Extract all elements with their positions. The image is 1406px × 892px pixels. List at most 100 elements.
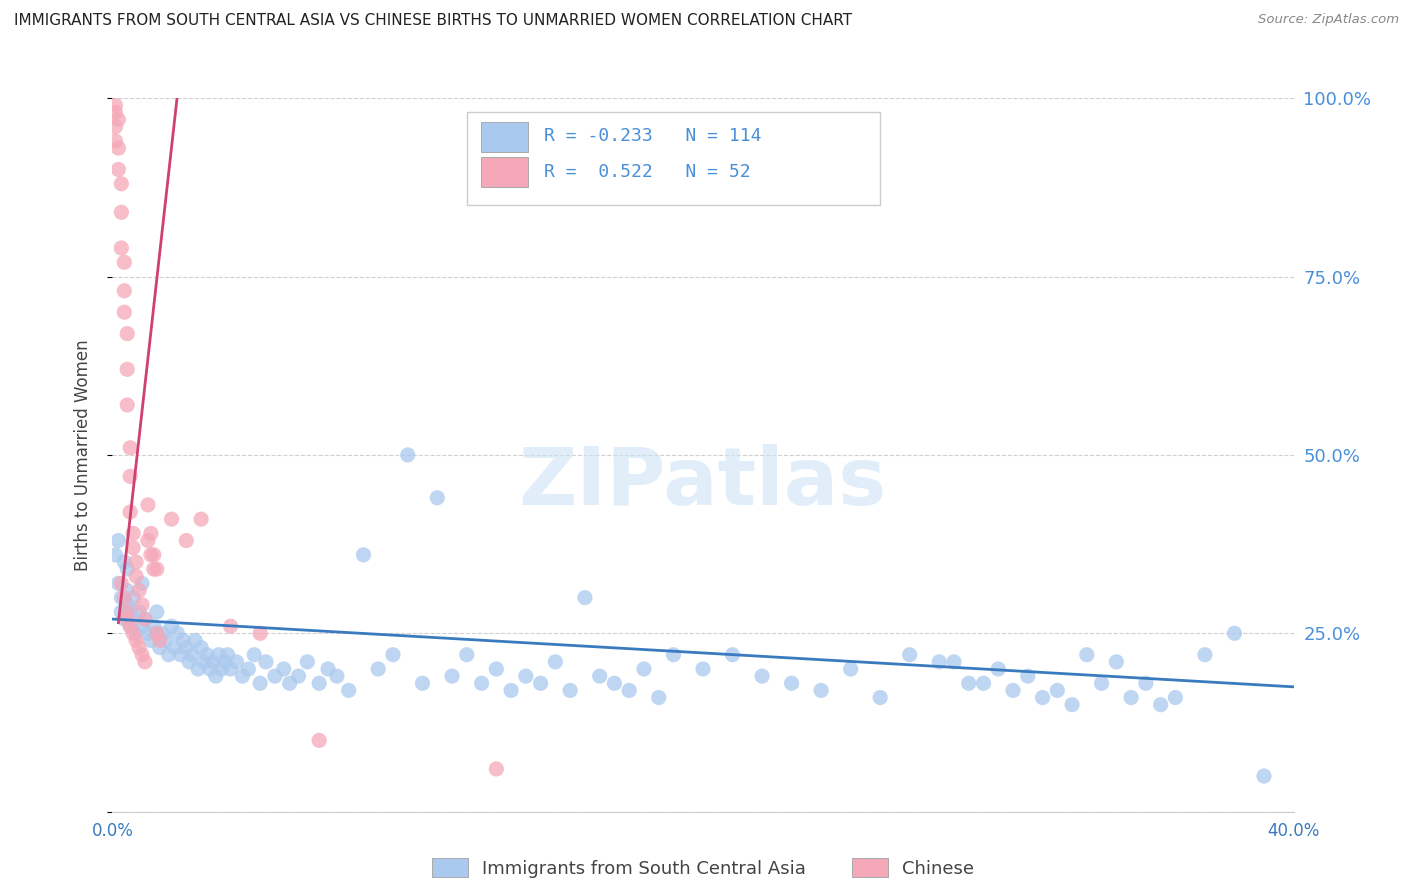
Point bbox=[187, 662, 209, 676]
Point bbox=[1105, 655, 1128, 669]
Point bbox=[120, 505, 142, 519]
Point bbox=[308, 676, 330, 690]
Point bbox=[120, 605, 142, 619]
Point bbox=[146, 626, 169, 640]
Point bbox=[112, 255, 135, 269]
Point bbox=[219, 662, 242, 676]
Point bbox=[201, 655, 224, 669]
Point bbox=[411, 676, 433, 690]
Point bbox=[633, 662, 655, 676]
Text: Source: ZipAtlas.com: Source: ZipAtlas.com bbox=[1258, 13, 1399, 27]
Point bbox=[146, 605, 169, 619]
Point bbox=[1119, 690, 1142, 705]
Point bbox=[485, 662, 508, 676]
Point bbox=[117, 583, 138, 598]
Point bbox=[190, 640, 212, 655]
Point bbox=[287, 669, 309, 683]
Point bbox=[942, 655, 965, 669]
Text: R =  0.522   N = 52: R = 0.522 N = 52 bbox=[544, 162, 751, 180]
Point bbox=[396, 448, 419, 462]
Point bbox=[316, 662, 339, 676]
Text: R = -0.233   N = 114: R = -0.233 N = 114 bbox=[544, 127, 761, 145]
Point bbox=[125, 569, 148, 583]
Point bbox=[117, 326, 138, 341]
Point bbox=[142, 562, 165, 576]
Point bbox=[470, 676, 494, 690]
Point bbox=[142, 548, 165, 562]
Text: ZIPatlas: ZIPatlas bbox=[519, 444, 887, 523]
FancyBboxPatch shape bbox=[481, 157, 529, 187]
Point bbox=[1253, 769, 1275, 783]
Point bbox=[208, 648, 231, 662]
Point bbox=[110, 591, 132, 605]
Point bbox=[1164, 690, 1187, 705]
Point bbox=[174, 640, 197, 655]
Point bbox=[128, 640, 150, 655]
Point bbox=[264, 669, 287, 683]
Point bbox=[273, 662, 295, 676]
Point bbox=[278, 676, 301, 690]
Point bbox=[112, 305, 135, 319]
Point bbox=[219, 619, 242, 633]
Point bbox=[122, 591, 145, 605]
Point bbox=[110, 177, 132, 191]
Point bbox=[139, 526, 162, 541]
Point bbox=[122, 526, 145, 541]
Point bbox=[198, 662, 221, 676]
Point bbox=[157, 648, 180, 662]
Point bbox=[179, 655, 201, 669]
Point bbox=[110, 605, 132, 619]
Point bbox=[869, 690, 891, 705]
Point bbox=[125, 633, 148, 648]
Point bbox=[110, 576, 132, 591]
Point bbox=[692, 662, 714, 676]
Point bbox=[120, 469, 142, 483]
Point bbox=[1150, 698, 1173, 712]
Point bbox=[987, 662, 1010, 676]
Point bbox=[117, 598, 138, 612]
Point bbox=[337, 683, 360, 698]
Point bbox=[112, 612, 135, 626]
Point bbox=[136, 626, 159, 640]
Point bbox=[146, 626, 169, 640]
Point bbox=[120, 441, 142, 455]
Point bbox=[529, 676, 551, 690]
Point bbox=[155, 633, 177, 648]
Point bbox=[117, 398, 138, 412]
Point bbox=[122, 541, 145, 555]
Point bbox=[367, 662, 389, 676]
Point bbox=[110, 241, 132, 255]
Point bbox=[190, 512, 212, 526]
Point bbox=[426, 491, 449, 505]
Point bbox=[839, 662, 862, 676]
Point bbox=[810, 683, 832, 698]
Point bbox=[152, 626, 174, 640]
Point bbox=[326, 669, 349, 683]
Point bbox=[574, 591, 596, 605]
Point bbox=[169, 648, 191, 662]
Point bbox=[104, 105, 127, 120]
Point bbox=[125, 555, 148, 569]
Point bbox=[898, 648, 921, 662]
Y-axis label: Births to Unmarried Women: Births to Unmarried Women bbox=[73, 339, 91, 571]
Point bbox=[131, 576, 153, 591]
Point bbox=[104, 134, 127, 148]
Point bbox=[225, 655, 247, 669]
Point bbox=[297, 655, 319, 669]
Point bbox=[107, 162, 129, 177]
Point bbox=[117, 562, 138, 576]
Point bbox=[134, 655, 156, 669]
Point bbox=[172, 633, 194, 648]
FancyBboxPatch shape bbox=[481, 121, 529, 152]
Point bbox=[139, 633, 162, 648]
Point bbox=[163, 640, 186, 655]
Point bbox=[957, 676, 980, 690]
Point bbox=[131, 648, 153, 662]
Point bbox=[1076, 648, 1098, 662]
Text: IMMIGRANTS FROM SOUTH CENTRAL ASIA VS CHINESE BIRTHS TO UNMARRIED WOMEN CORRELAT: IMMIGRANTS FROM SOUTH CENTRAL ASIA VS CH… bbox=[14, 13, 852, 29]
Point bbox=[104, 548, 127, 562]
Point bbox=[456, 648, 478, 662]
Point bbox=[120, 619, 142, 633]
Point bbox=[1223, 626, 1246, 640]
Point bbox=[751, 669, 773, 683]
